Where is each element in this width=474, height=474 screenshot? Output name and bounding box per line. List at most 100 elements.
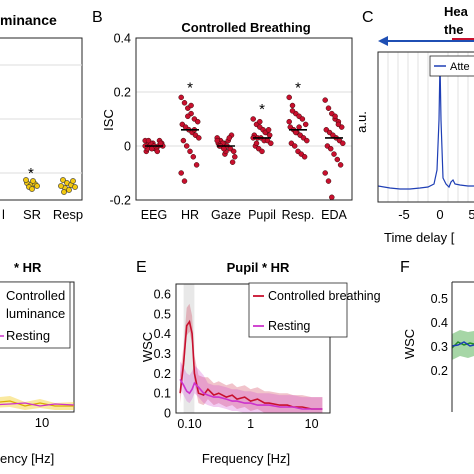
panel-c-title-line1: Hea bbox=[444, 4, 469, 19]
panel-d-xlabel: ency [Hz] bbox=[0, 451, 54, 466]
data-point bbox=[183, 143, 190, 149]
data-point bbox=[149, 145, 155, 152]
data-point bbox=[187, 148, 193, 155]
panel-e-xticks: 0.10 1 10 bbox=[177, 417, 318, 431]
data-point bbox=[196, 135, 202, 141]
x-tick-label: EEG bbox=[141, 208, 167, 222]
y-tick-label: 0.2 bbox=[114, 86, 131, 100]
data-point bbox=[145, 137, 152, 144]
panel-e: E Pupil * HR WSC 0.60.50.40.30.20.10 0.1… bbox=[136, 259, 381, 466]
x-tick-label: 1 bbox=[247, 417, 254, 431]
panel-a-title: minance bbox=[0, 12, 57, 28]
panel-f-line-blue bbox=[451, 341, 474, 347]
panel-b-ylabel: ISC bbox=[101, 109, 116, 131]
panel-c: C Hea the a.u. Atte -5 0 5 Time delay [ bbox=[354, 4, 474, 245]
panel-e-legend bbox=[248, 282, 348, 338]
y-tick-label: 0.2 bbox=[154, 367, 171, 381]
panel-f-letter: F bbox=[400, 259, 410, 276]
panel-e-letter: E bbox=[136, 259, 147, 276]
panel-d-line-magenta bbox=[0, 402, 75, 407]
panel-c-arrow-head bbox=[378, 36, 388, 46]
data-point bbox=[266, 132, 273, 138]
panel-f: F WSC 0.5 0.4 0.3 0.2 bbox=[400, 259, 474, 412]
panel-b-title: Controlled Breathing bbox=[181, 20, 310, 35]
data-point bbox=[230, 148, 237, 155]
y-tick-label: 0.3 bbox=[154, 347, 171, 361]
data-point bbox=[322, 170, 328, 176]
panel-c-xtick: -5 bbox=[398, 207, 410, 222]
panel-d-legend-label: Resting bbox=[6, 328, 50, 343]
data-point bbox=[221, 145, 227, 152]
panel-a-star: * bbox=[28, 165, 34, 182]
panel-f-ytick: 0.4 bbox=[431, 316, 448, 330]
data-point bbox=[291, 143, 298, 149]
data-point bbox=[289, 102, 296, 109]
panel-e-ylabel: WSC bbox=[140, 332, 155, 362]
x-tick-label: Pupil bbox=[248, 208, 276, 222]
y-tick-label: 0.4 bbox=[114, 32, 131, 46]
data-point bbox=[214, 137, 220, 144]
panel-a-resp-points bbox=[58, 177, 78, 195]
y-tick-label: 0 bbox=[124, 140, 131, 154]
panel-f-ytick: 0.3 bbox=[431, 340, 448, 354]
data-point bbox=[265, 127, 272, 133]
series-line bbox=[179, 319, 323, 410]
data-point bbox=[301, 154, 308, 160]
panel-b-xticks: EEG HR Gaze Pupil Resp. EDA bbox=[141, 208, 348, 222]
y-tick-label: 0.4 bbox=[154, 327, 171, 341]
data-point bbox=[154, 148, 161, 155]
panel-c-xlabel: Time delay [ bbox=[384, 230, 455, 245]
x-tick-label: Resp. bbox=[282, 208, 315, 222]
y-tick-label: 0.1 bbox=[154, 387, 171, 401]
panel-d-legend-label: Controlled bbox=[6, 288, 65, 303]
panel-d-title: * HR bbox=[14, 260, 42, 275]
x-tick-label: 0.10 bbox=[177, 417, 201, 431]
panel-b-points bbox=[142, 94, 346, 201]
panel-c-xtick: 5 bbox=[468, 207, 474, 222]
data-point bbox=[268, 140, 274, 147]
data-point bbox=[325, 105, 332, 111]
panel-f-ylabel: WSC bbox=[402, 329, 417, 359]
data-point bbox=[190, 154, 197, 160]
data-point bbox=[289, 108, 296, 114]
panel-c-title-line2: the bbox=[444, 22, 464, 37]
data-point bbox=[226, 135, 233, 141]
panel-e-legend-line: Controlled breathing bbox=[268, 289, 381, 303]
panel-e-legend-label: Resting bbox=[268, 319, 310, 333]
significance-star: * bbox=[295, 79, 301, 96]
significance-star: * bbox=[259, 101, 265, 118]
panel-c-ylabel: a.u. bbox=[354, 111, 369, 133]
panel-c-xtick: 0 bbox=[436, 207, 443, 222]
panel-c-legend bbox=[429, 55, 474, 77]
confidence-band bbox=[180, 303, 323, 413]
data-point bbox=[178, 170, 184, 176]
panel-a: minance * l SR Resp bbox=[0, 12, 83, 222]
panel-f-ytick: 0.2 bbox=[431, 364, 448, 378]
panel-a-cat-sr: SR bbox=[23, 207, 41, 222]
data-point bbox=[259, 148, 265, 155]
data-point bbox=[178, 94, 184, 101]
panel-a-cat-resp: Resp bbox=[53, 207, 83, 222]
panel-f-ytick: 0.5 bbox=[431, 292, 448, 306]
data-point bbox=[296, 124, 302, 130]
data-point bbox=[250, 116, 256, 122]
panel-b-letter: B bbox=[92, 9, 103, 26]
data-point bbox=[157, 140, 164, 147]
panel-e-xlabel: Frequency [Hz] bbox=[202, 451, 290, 466]
data-point bbox=[302, 121, 309, 128]
panel-e-bands bbox=[180, 303, 323, 413]
panel-e-lines bbox=[179, 319, 323, 410]
panel-e-grid bbox=[183, 284, 195, 413]
data-point bbox=[185, 113, 191, 120]
data-point bbox=[299, 116, 306, 122]
data-point bbox=[322, 97, 328, 103]
panel-c-legend-label: Atte bbox=[450, 61, 470, 73]
panel-d-legend-label: luminance bbox=[6, 306, 65, 321]
data-point bbox=[337, 162, 344, 168]
series-line bbox=[179, 378, 323, 410]
panel-a-sr-points bbox=[23, 177, 40, 192]
data-point bbox=[194, 118, 201, 125]
data-point bbox=[332, 113, 338, 120]
data-point bbox=[335, 121, 342, 128]
